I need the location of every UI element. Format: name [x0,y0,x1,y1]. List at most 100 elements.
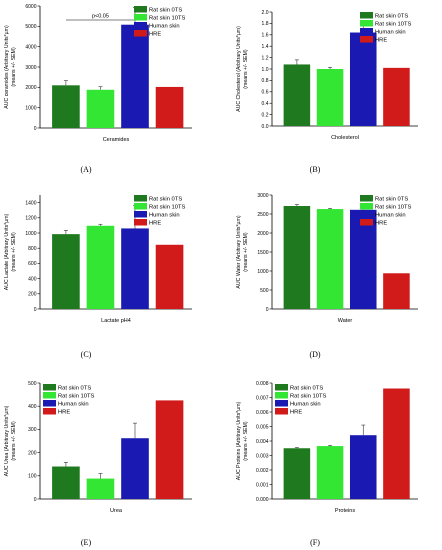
bar-rat-skin-0ts [283,206,311,309]
bar-rat-skin-10ts [316,69,344,126]
bar-rat-skin-0ts [52,85,80,128]
y-axis-label: AUC Cholesterol (Arbitrary Units*µm) [236,26,242,112]
y-tick-label: 0.4 [262,101,269,107]
x-axis-label: Water [338,318,353,324]
bar-human-skin [349,32,377,126]
bar-rat-skin-0ts [52,234,80,309]
y-tick-label: 6000 [25,4,36,10]
panel-letter: (C) [81,350,92,359]
y-tick-label: 0.001 [256,482,269,488]
y-tick-label: 200 [28,450,37,456]
bar-hre [155,244,184,309]
x-axis-label: Lactate pH4 [101,318,131,324]
bar-rat-skin-10ts [316,446,344,499]
chart-panel-6: 0.000 0.001 0.002 0.003 0.004 0.005 0.006 0.007… [236,381,418,547]
bar-hre [155,400,184,499]
legend-label: Rat skin 10TS [290,393,327,399]
legend-label: Human skin [58,401,89,407]
y-tick-label: 1.4 [262,44,269,50]
y-tick-label: 1000 [25,231,36,237]
y-tick-label: 0.007 [256,395,269,401]
legend-label: HRE [375,37,387,43]
legend-label: Human skin [149,212,180,218]
x-axis-label: Ceramides [103,137,130,143]
y-axis-label-sub: (means +/- SEM) [11,232,17,272]
y-axis-label-sub: (means +/- SEM) [11,421,17,461]
panel-letter: (F) [310,538,320,547]
y-tick-label: 0.008 [256,381,269,387]
legend-swatch [360,219,373,226]
y-tick-label: 0.005 [256,424,269,430]
legend-swatch [134,219,147,226]
y-tick-label: 2.0 [262,10,269,16]
y-tick-label: 1500 [257,250,268,256]
y-tick-label: 600 [28,261,37,267]
y-axis-label: AUC Proteins (Arbitrary Units*µm) [236,401,242,480]
legend-swatch [360,203,373,210]
y-axis-label: AUC Urea (Arbitrary Units*µm) [4,405,10,476]
legend-label: HRE [290,409,302,415]
y-tick-label: 200 [28,292,37,298]
legend-swatch [43,384,56,391]
y-tick-label: 3000 [257,193,268,199]
y-tick-label: 0.2 [262,112,269,118]
chart-panel-2: 0.0 0.2 0.4 0.6 0.8 1.0 1.2 1.4 1.6 1.8 2.0 AUC Cho… [236,10,418,174]
y-tick-label: 2500 [257,212,268,218]
y-tick-label: 0 [34,307,37,313]
legend-label: HRE [58,409,70,415]
y-tick-label: 0.002 [256,468,269,474]
chart-panel-5: 0 100 200 300 400 500 AUC Urea (Arbitrary Unit… [4,381,192,547]
legend-label: Rat skin 10TS [375,21,412,27]
y-tick-label: 300 [28,427,37,433]
bar-human-skin [121,228,149,309]
panel-letter: (E) [81,538,92,547]
y-tick-label: 0 [34,126,37,132]
legend-label: Rat skin 0TS [58,385,91,391]
legend-label: Rat skin 10TS [149,204,186,210]
legend-swatch [275,400,288,407]
legend-swatch [43,400,56,407]
legend-label: Rat skin 0TS [290,385,323,391]
y-tick-label: 500 [28,381,37,387]
legend-swatch [275,408,288,415]
y-tick-label: 400 [28,404,37,410]
y-tick-label: 800 [28,246,37,252]
y-tick-label: 100 [28,474,37,480]
bar-rat-skin-0ts [52,466,80,499]
legend-label: HRE [149,220,161,226]
x-axis-label: Proteins [335,508,355,514]
legend-swatch [360,12,373,19]
panel-letter: (A) [80,165,91,174]
chart-panel-4: 0 500 1000 1500 2000 2500 3000 AUC Water (Arbit… [236,193,418,359]
bar-hre [383,67,410,126]
legend-swatch [134,14,147,21]
legend-label: Human skin [149,23,180,29]
y-axis-label-sub: (means +/- SEM) [11,47,17,87]
legend-label: Rat skin 0TS [149,196,182,202]
y-tick-label: 0.006 [256,410,269,416]
legend-swatch [360,195,373,202]
y-tick-label: 1000 [25,105,36,111]
bar-human-skin [121,24,149,129]
legend-label: Rat skin 0TS [375,196,408,202]
legend-swatch [360,28,373,35]
legend-label: Rat skin 0TS [149,7,182,13]
y-axis-label: AUC ceramides (Arbitrary Units*µm) [4,25,10,109]
y-tick-label: 5000 [25,24,36,30]
y-axis-label-sub: (means +/- SEM) [243,49,249,89]
legend-swatch [360,20,373,27]
y-tick-label: 1.8 [262,21,269,27]
y-tick-label: 1400 [25,200,36,206]
y-tick-label: 1.6 [262,33,269,39]
legend-label: Rat skin 0TS [375,13,408,19]
legend-swatch [134,30,147,37]
y-tick-label: 0.0 [262,124,269,130]
legend-swatch [134,203,147,210]
chart-panel-3: 0 200 400 600 800 1000 1200 1400 AUC Lactate (Ar… [4,195,192,359]
y-tick-label: 0.004 [256,439,269,445]
legend-label: Rat skin 10TS [58,393,95,399]
bar-rat-skin-0ts [283,448,311,499]
y-tick-label: 0.6 [262,90,269,96]
legend-label: HRE [149,31,161,37]
